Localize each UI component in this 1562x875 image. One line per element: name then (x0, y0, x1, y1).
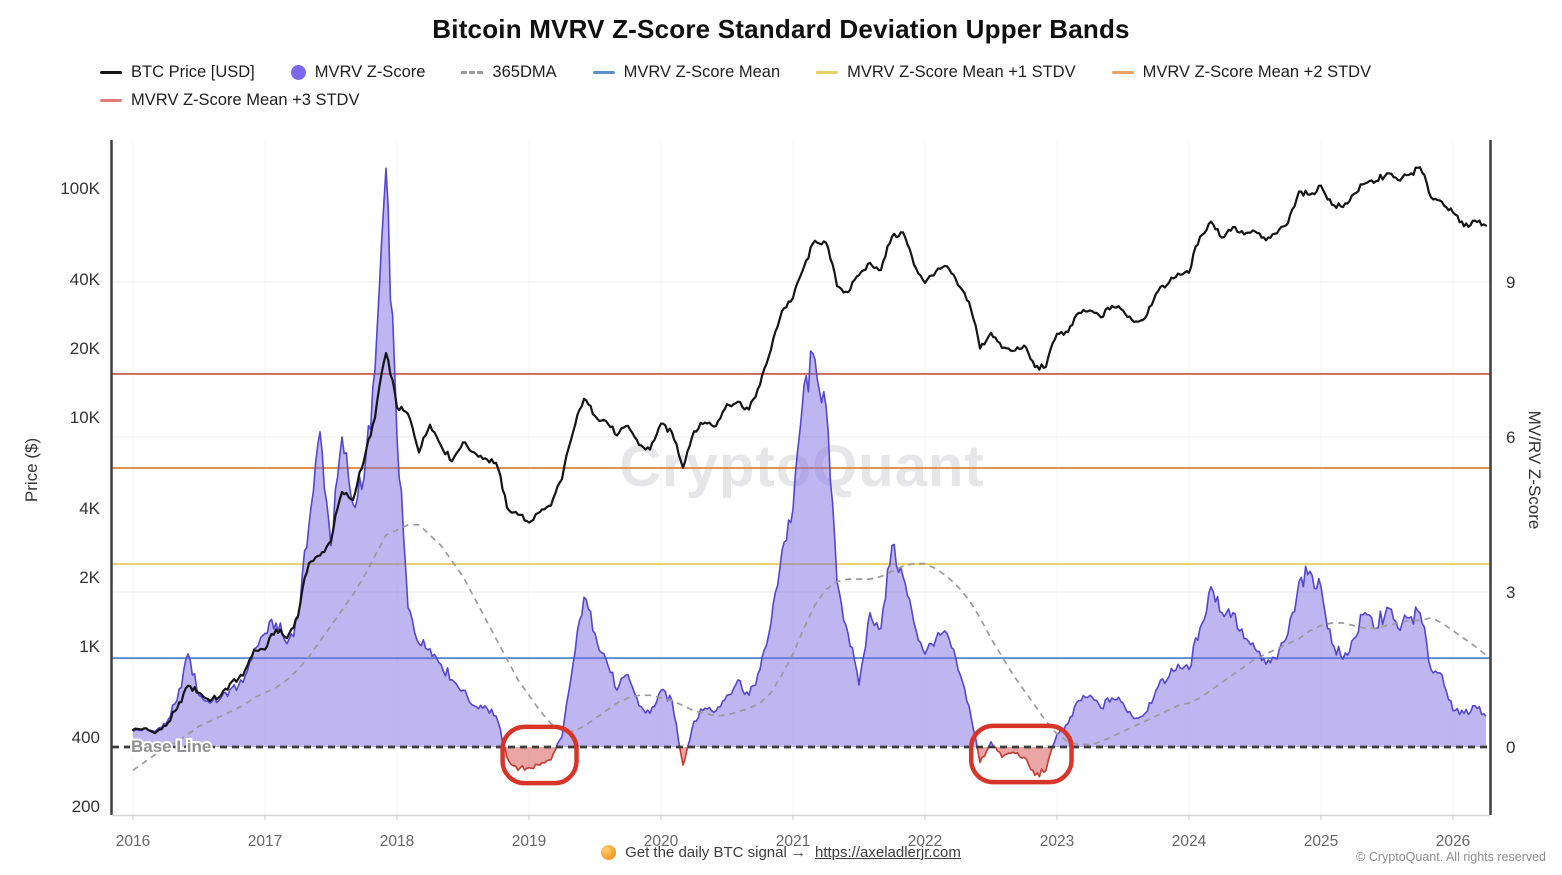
mvrv-zscore-line (132, 167, 506, 748)
zscore-tick-label: 3 (1506, 583, 1515, 602)
zscore-tick-label: 9 (1506, 273, 1515, 292)
circle-swatch-icon (290, 65, 306, 80)
price-tick-label: 2K (79, 568, 100, 587)
mvrv-zscore-line-negative (678, 746, 689, 766)
legend-item-mvrv-z-score-mean-3-stdv[interactable]: MVRV Z-Score Mean +3 STDV (100, 91, 359, 110)
signal-link[interactable]: https://axeladlerjr.com (815, 844, 961, 861)
mvrv-zscore-line (1051, 565, 1487, 748)
chart-legend: BTC Price [USD] MVRV Z-Score 365DMA MVRV Z-… (100, 63, 1500, 110)
year-tick-label: 2019 (512, 833, 546, 850)
legend-item-label: 365DMA (492, 63, 557, 81)
year-tick-label: 2026 (1436, 833, 1470, 850)
year-tick-label: 2016 (116, 833, 150, 850)
legend-item-btc-price-usd[interactable]: BTC Price [USD] (100, 63, 255, 82)
legend-item-mvrv-z-score-mean-2-stdv[interactable]: MVRV Z-Score Mean +2 STDV (1111, 63, 1372, 82)
mvrv-zscore-line-negative (503, 746, 558, 772)
price-tick-label: 40K (70, 270, 101, 289)
price-tick-label: 200 (72, 797, 100, 816)
price-tick-label: 100K (60, 179, 100, 198)
copyright-text: © CryptoQuant. All rights reserved (1356, 850, 1546, 864)
dash-swatch-icon (461, 71, 484, 74)
zscore-tick-label: 6 (1506, 428, 1515, 447)
chart-title: Bitcoin MVRV Z-Score Standard Deviation … (432, 14, 1130, 44)
year-tick-label: 2023 (1040, 833, 1074, 850)
zscore-tick-label: 0 (1506, 738, 1515, 757)
line-swatch-icon (592, 71, 615, 74)
year-tick-label: 2021 (776, 833, 810, 850)
right-axis-title: MV/RV Z-Score (1525, 410, 1544, 530)
line-swatch-icon (100, 99, 122, 102)
legend-item-mvrv-z-score-mean-1-stdv[interactable]: MVRV Z-Score Mean +1 STDV (816, 63, 1076, 82)
legend-item-label: MVRV Z-Score Mean +1 STDV (847, 63, 1076, 81)
mvrv-zscore-line (686, 350, 978, 748)
legend-item-label: MVRV Z-Score Mean +3 STDV (131, 91, 360, 109)
year-tick-label: 2022 (908, 833, 942, 850)
line-swatch-icon (100, 71, 122, 74)
year-tick-label: 2024 (1172, 833, 1207, 850)
year-tick-label: 2017 (248, 833, 282, 850)
footer: Get the daily BTC signal → https://axela… (0, 844, 1562, 872)
legend-item-label: MVRV Z-Score Mean (623, 63, 781, 81)
legend-item-365dma[interactable]: 365DMA (461, 63, 557, 82)
mvrv-zscore-area (133, 168, 1486, 748)
mvrv-negative-area (133, 747, 1486, 777)
price-tick-label: 10K (70, 408, 101, 427)
mvrv-zscore-line-negative (994, 746, 1054, 778)
left-axis-title: Price ($) (22, 437, 41, 503)
mvrv-zscore-line-negative (976, 746, 990, 764)
price-tick-label: 1K (79, 637, 100, 656)
year-tick-label: 2020 (644, 833, 679, 850)
signal-text: Get the daily BTC signal → (625, 844, 806, 861)
annotation-2019-bottom-circle (500, 724, 579, 786)
btc-price-line (131, 166, 1488, 735)
legend-item-mvrv-z-score-mean[interactable]: MVRV Z-Score Mean (592, 63, 781, 82)
year-tick-label: 2025 (1304, 833, 1338, 850)
price-tick-label: 20K (70, 339, 101, 358)
legend-item-label: MVRV Z-Score (314, 63, 426, 81)
legend-item-label: BTC Price [USD] (131, 63, 255, 81)
year-tick-label: 2018 (380, 833, 414, 850)
price-tick-label: 4K (79, 499, 100, 518)
legend-item-label: MVRV Z-Score Mean +2 STDV (1142, 63, 1372, 81)
legend-item-mvrv-z-score[interactable]: MVRV Z-Score (290, 63, 426, 82)
mvrv-zscore-line (555, 596, 681, 748)
base-line-label: Base Line (131, 737, 211, 756)
line-swatch-icon (816, 71, 839, 74)
annotation-2022-bottom-circle (968, 723, 1074, 785)
signal-dot-icon (601, 845, 617, 860)
line-swatch-icon (1111, 71, 1134, 74)
dma-365-line (132, 523, 1487, 771)
price-tick-label: 400 (72, 728, 100, 747)
